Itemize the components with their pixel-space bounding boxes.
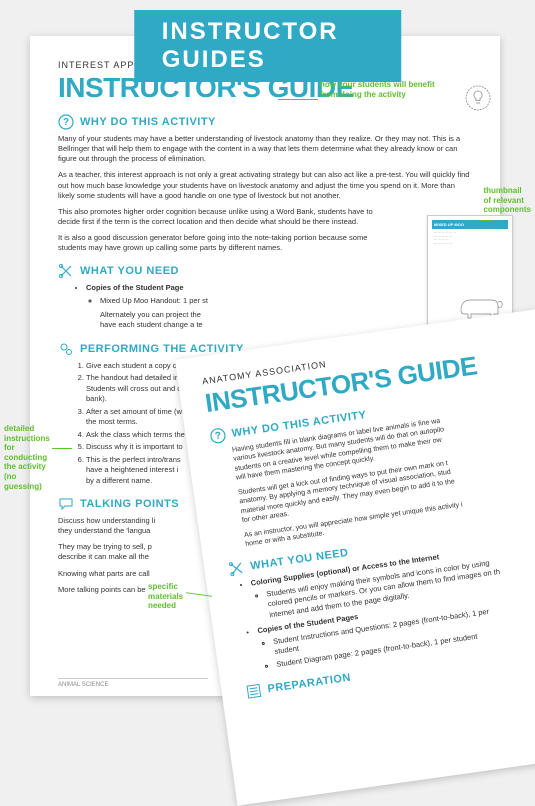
need-item1a: Mixed Up Moo Handout: 1 per st — [100, 296, 472, 307]
need-section: WHAT YOU NEED Copies of the Student Page… — [58, 263, 472, 330]
prep-title: PREPARATION — [267, 672, 352, 696]
question-icon: ? — [58, 114, 74, 130]
thumbnail-preview: MIXED UP MOO — — — — — —— — — — —— — — —… — [427, 215, 513, 327]
why-section: ? WHY DO THIS ACTIVITY Many of your stud… — [58, 114, 472, 253]
callout-line — [52, 448, 72, 449]
chat-icon — [58, 496, 74, 512]
why-p3: This also promotes higher order cognitio… — [58, 207, 378, 227]
svg-text:?: ? — [63, 117, 69, 128]
why-p4: It is also a good discussion generator b… — [58, 233, 378, 253]
callout-thumbnail: thumbnail of relevant components — [483, 186, 531, 215]
callout-line — [479, 220, 493, 221]
lightbulb-icon — [465, 85, 491, 111]
page1-footer: ANIMAL SCIENCE — [58, 678, 208, 688]
scissors-icon — [58, 263, 74, 279]
question-icon: ? — [209, 427, 227, 445]
why-p1: Many of your students may have a better … — [58, 134, 472, 164]
thumb-title: MIXED UP MOO — [432, 220, 508, 229]
svg-text:?: ? — [214, 430, 222, 442]
callout-materials: specific materials needed — [148, 582, 183, 611]
callout-instructions: detailed instructions for conducting the… — [4, 424, 50, 491]
need-item1: Copies of the Student Page — [86, 283, 472, 294]
why-title: WHY DO THIS ACTIVITY — [80, 116, 216, 128]
scissors-icon — [228, 560, 246, 578]
gears-icon — [58, 341, 74, 357]
callout-benefit: how your students will benefit from doin… — [320, 80, 435, 99]
need-title: WHAT YOU NEED — [80, 265, 179, 277]
list-icon — [245, 683, 263, 701]
banner-title: INSTRUCTOR GUIDES — [134, 10, 402, 82]
talk-title: TALKING POINTS — [80, 498, 179, 510]
thumb-body: — — — — — —— — — — —— — — —— — — — — — [432, 229, 508, 247]
callout-line — [278, 99, 318, 100]
page-two: ANATOMY ASSOCIATION INSTRUCTOR'S GUIDE ?… — [175, 307, 535, 806]
why-p2: As a teacher, this interest approach is … — [58, 170, 472, 200]
